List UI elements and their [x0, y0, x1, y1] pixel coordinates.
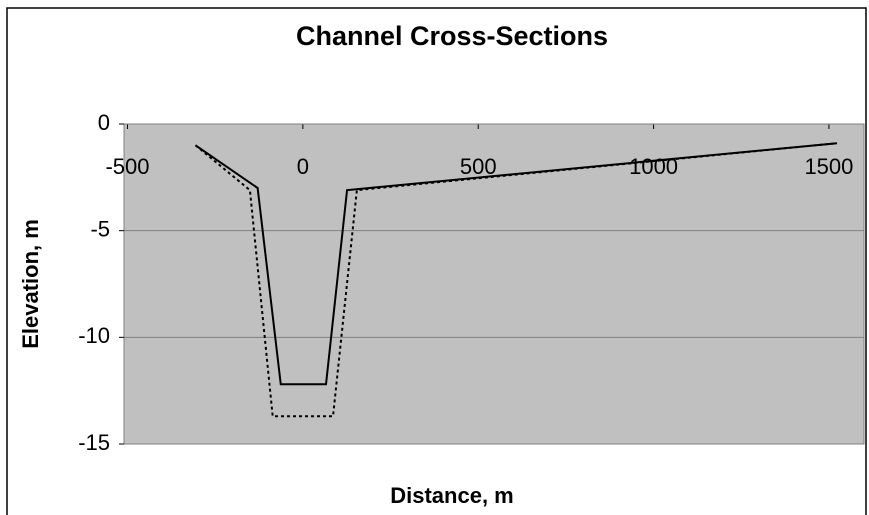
chart-title: Channel Cross-Sections	[296, 21, 608, 51]
series-line	[194, 142, 838, 386]
y-tick-label: -5	[90, 216, 110, 241]
x-axis-label: Distance, m	[390, 483, 514, 508]
x-tick-label: -500	[105, 154, 149, 179]
y-tick-label: -10	[78, 323, 110, 348]
y-tick-label: 0	[98, 110, 110, 135]
x-tick-label: 1500	[804, 154, 853, 179]
y-axis-label: Elevation, m	[18, 219, 43, 349]
x-tick-label: 1000	[629, 154, 678, 179]
x-tick-label: 0	[297, 154, 309, 179]
chart-frame	[6, 7, 867, 515]
y-tick-label: -15	[78, 430, 110, 455]
x-tick-label: 500	[460, 154, 497, 179]
